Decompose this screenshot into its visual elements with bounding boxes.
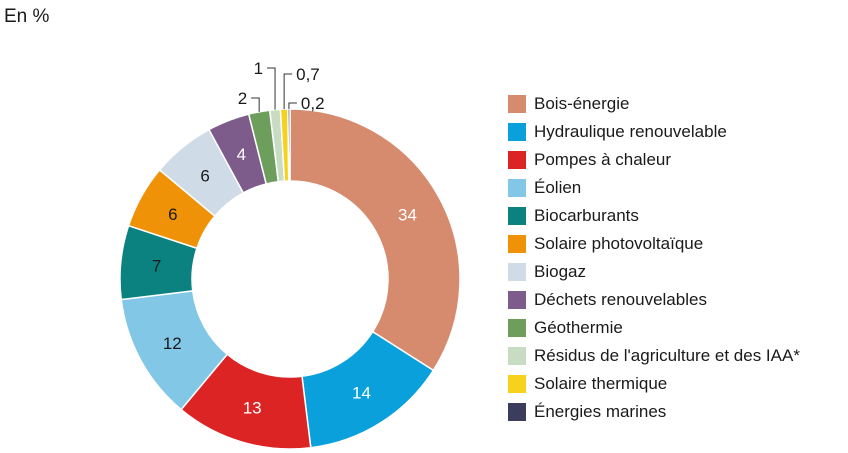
legend-item-bois-energie: Bois-énergie bbox=[508, 90, 800, 118]
legend-swatch bbox=[508, 291, 526, 309]
data-label-hydraulique-renouvelable: 14 bbox=[352, 383, 371, 402]
legend-item-biocarburants: Biocarburants bbox=[508, 202, 800, 230]
slice-energies-marines bbox=[287, 108, 291, 182]
donut-slices bbox=[119, 108, 461, 450]
legend-swatch bbox=[508, 179, 526, 197]
leader-line-energies-marines bbox=[288, 102, 297, 110]
unit-label: En % bbox=[4, 6, 50, 27]
legend-swatch bbox=[508, 347, 526, 365]
legend-swatch bbox=[508, 403, 526, 421]
legend-label: Résidus de l'agriculture et des IAA* bbox=[534, 346, 800, 365]
legend-swatch bbox=[508, 235, 526, 253]
legend-item-dechets-renouvelables: Déchets renouvelables bbox=[508, 286, 800, 314]
legend-item-geothermie: Géothermie bbox=[508, 314, 800, 342]
legend-item-solaire-thermique: Solaire thermique bbox=[508, 370, 800, 398]
data-label-residus-de-l-agriculture-et-des-iaa: 1 bbox=[254, 59, 263, 78]
legend-swatch bbox=[508, 375, 526, 393]
data-label-bois-energie: 34 bbox=[398, 206, 417, 225]
legend-label: Hydraulique renouvelable bbox=[534, 122, 727, 141]
legend-item-solaire-photovoltaique: Solaire photovoltaïque bbox=[508, 230, 800, 258]
legend-label: Géothermie bbox=[534, 318, 623, 337]
data-label-eolien: 12 bbox=[163, 334, 182, 353]
legend-item-energies-marines: Énergies marines bbox=[508, 398, 800, 426]
legend-label: Énergies marines bbox=[534, 402, 667, 421]
legend-item-eolien: Éolien bbox=[508, 174, 800, 202]
legend-item-pompes-a-chaleur: Pompes à chaleur bbox=[508, 146, 800, 174]
legend-item-biogaz: Biogaz bbox=[508, 258, 800, 286]
legend-label: Solaire photovoltaïque bbox=[534, 234, 704, 253]
legend-label: Éolien bbox=[534, 178, 582, 197]
legend-swatch bbox=[508, 123, 526, 141]
leader-line-geothermie bbox=[251, 97, 260, 112]
legend-swatch bbox=[508, 207, 526, 225]
data-label-biogaz: 6 bbox=[200, 166, 209, 185]
legend-item-hydraulique-renouvelable: Hydraulique renouvelable bbox=[508, 118, 800, 146]
legend-swatch bbox=[508, 95, 526, 113]
legend-swatch bbox=[508, 319, 526, 337]
data-label-solaire-photovoltaique: 6 bbox=[168, 205, 177, 224]
donut-labels: 34 14 13 12 7 6 6 4 21 0,7 0,2 bbox=[152, 59, 417, 418]
slice-bois-energie bbox=[289, 108, 461, 372]
leader-line-residus-de-l-agriculture-et-des-iaa bbox=[267, 67, 276, 110]
legend-label: Déchets renouvelables bbox=[534, 290, 707, 309]
legend-label: Pompes à chaleur bbox=[534, 150, 672, 169]
legend-swatch bbox=[508, 151, 526, 169]
data-label-biocarburants: 7 bbox=[152, 257, 161, 276]
legend-label: Biocarburants bbox=[534, 206, 639, 225]
legend-label: Bois-énergie bbox=[534, 94, 630, 113]
data-label-energies-marines: 0,2 bbox=[301, 94, 325, 113]
data-label-pompes-a-chaleur: 13 bbox=[243, 399, 262, 418]
data-label-dechets-renouvelables: 4 bbox=[237, 145, 246, 164]
leader-line-solaire-thermique bbox=[283, 73, 293, 110]
chart-legend: Bois-énergie Hydraulique renouvelable Pomp… bbox=[508, 90, 800, 426]
legend-label: Biogaz bbox=[534, 262, 586, 281]
legend-label: Solaire thermique bbox=[534, 374, 668, 393]
data-label-geothermie: 2 bbox=[238, 89, 247, 108]
legend-swatch bbox=[508, 263, 526, 281]
legend-item-residus-de-l-agriculture-et-des-iaa: Résidus de l'agriculture et des IAA* bbox=[508, 342, 800, 370]
data-label-solaire-thermique: 0,7 bbox=[296, 65, 320, 84]
